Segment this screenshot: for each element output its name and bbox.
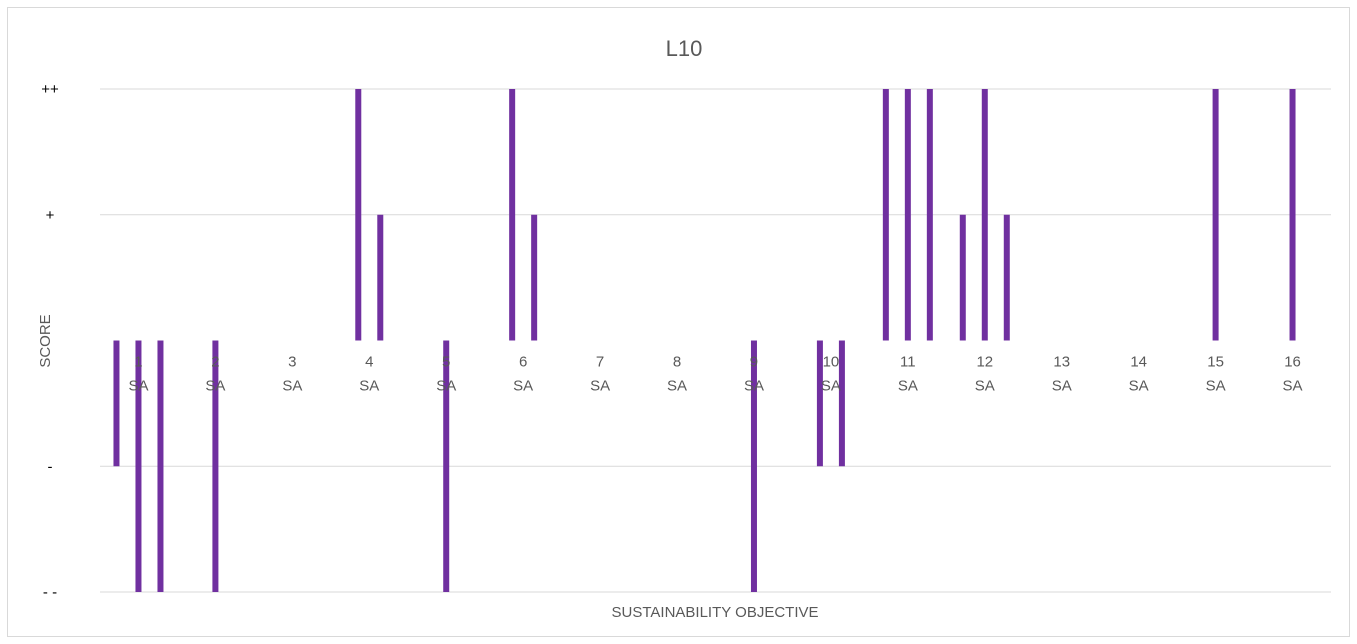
y-axis-ticks: - --+++ xyxy=(41,81,59,601)
bar xyxy=(212,340,219,592)
x-tick-label: 15 SA xyxy=(1206,354,1226,395)
x-tick-label: 2 SA xyxy=(205,354,225,395)
bar xyxy=(904,89,911,341)
x-tick-label: 11 SA xyxy=(898,354,918,395)
bar xyxy=(157,340,164,592)
bar xyxy=(443,340,450,592)
bar xyxy=(355,89,362,341)
gridlines xyxy=(100,88,1331,593)
bar xyxy=(926,89,933,341)
chart-frame: L10 - - - + ++ 1 SA 2 SA 3 SA 4 SA 5 SA 6 SA 7 SA 8 SA 9 SA 1… xyxy=(7,7,1350,637)
x-tick-label: 4 SA xyxy=(359,354,379,395)
x-tick-label: 16 SA xyxy=(1283,354,1303,395)
x-tick-label: 12 SA xyxy=(975,354,995,395)
chart-title: L10 xyxy=(666,36,703,61)
bar xyxy=(838,340,845,467)
bar xyxy=(531,214,538,341)
y-tick-label: + xyxy=(46,207,55,224)
x-tick-label: 5 SA xyxy=(436,354,456,395)
bars xyxy=(113,89,1296,592)
x-tick-label: 6 SA xyxy=(513,354,533,395)
x-tick-label: 14 SA xyxy=(1129,354,1149,395)
bar xyxy=(816,340,823,467)
x-tick-label: 13 SA xyxy=(1052,354,1072,395)
y-tick-label: ++ xyxy=(41,81,59,98)
bar xyxy=(113,340,120,467)
bar xyxy=(509,89,516,341)
x-tick-label: 9 SA xyxy=(744,354,764,395)
bar xyxy=(959,214,966,341)
bar xyxy=(135,340,142,592)
bar xyxy=(981,89,988,341)
bar xyxy=(377,214,384,341)
y-tick-label: - - xyxy=(43,584,57,601)
x-tick-label: 1 SA xyxy=(128,354,148,395)
x-tick-label: 3 SA xyxy=(282,354,302,395)
x-tick-label: 8 SA xyxy=(667,354,687,395)
bar xyxy=(882,89,889,341)
bar-chart: L10 - --+++ 1 SA2 SA3 SA4 SA5 SA6 SA7 SA8 SA9 SA1… xyxy=(37,36,1331,621)
bar xyxy=(1289,89,1296,341)
x-axis-title: SUSTAINABILITY OBJECTIVE xyxy=(612,604,819,621)
y-tick-label: - xyxy=(48,458,53,475)
y-axis-title: SCORE xyxy=(37,314,54,367)
x-tick-label: 10 SA xyxy=(821,354,841,395)
x-tick-label: 7 SA xyxy=(590,354,610,395)
bar xyxy=(750,340,757,592)
bar xyxy=(1212,89,1219,341)
bar xyxy=(1003,214,1010,341)
x-axis-ticks: 1 SA 2 SA 3 SA 4 SA 5 SA 6 SA 7 SA 8 SA 9 SA 10 SA 11 SA 12 SA 1… xyxy=(128,354,1302,395)
